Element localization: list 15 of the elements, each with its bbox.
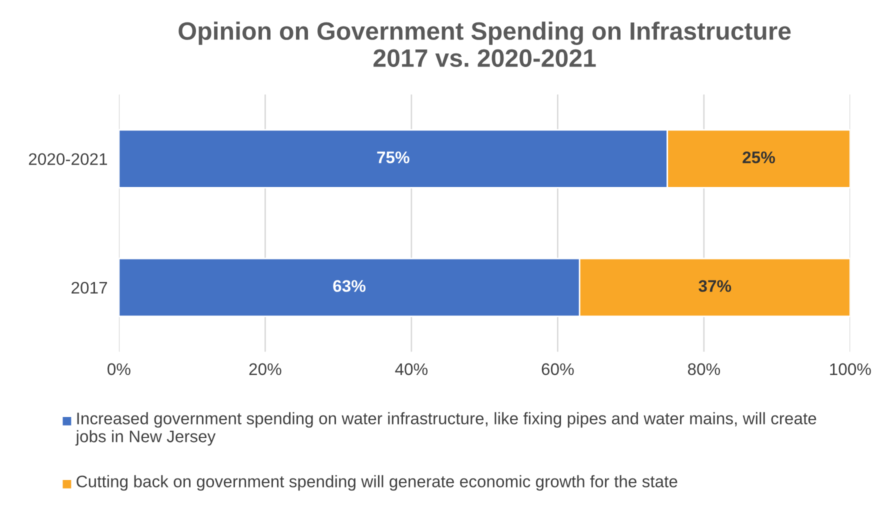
chart-title: Opinion on Government Spending on Infrastructure 2017 vs. 2020-2021 <box>178 22 791 67</box>
legend-label: Increased government spending on water infrastructure, like fixing pipes and water mains, will create jobs in New Jersey <box>75 412 816 446</box>
data-label: 75% <box>377 152 410 164</box>
x-tick-label: 60% <box>542 363 574 376</box>
x-tick-label: 20% <box>249 363 282 376</box>
data-label: 25% <box>742 151 775 164</box>
x-tick-label: 40% <box>395 363 428 376</box>
x-tick-label: 100% <box>830 363 871 376</box>
legend-label: Cutting back on government spending will generate economic growth for the state <box>76 475 678 491</box>
data-label: 63% <box>333 280 366 292</box>
y-tick-label: 2020-2021 <box>28 153 108 166</box>
x-tick-label: 80% <box>688 363 720 376</box>
data-label: 37% <box>698 280 732 292</box>
y-tick-label: 2017 <box>72 282 107 294</box>
x-tick-label: 0% <box>108 363 130 376</box>
